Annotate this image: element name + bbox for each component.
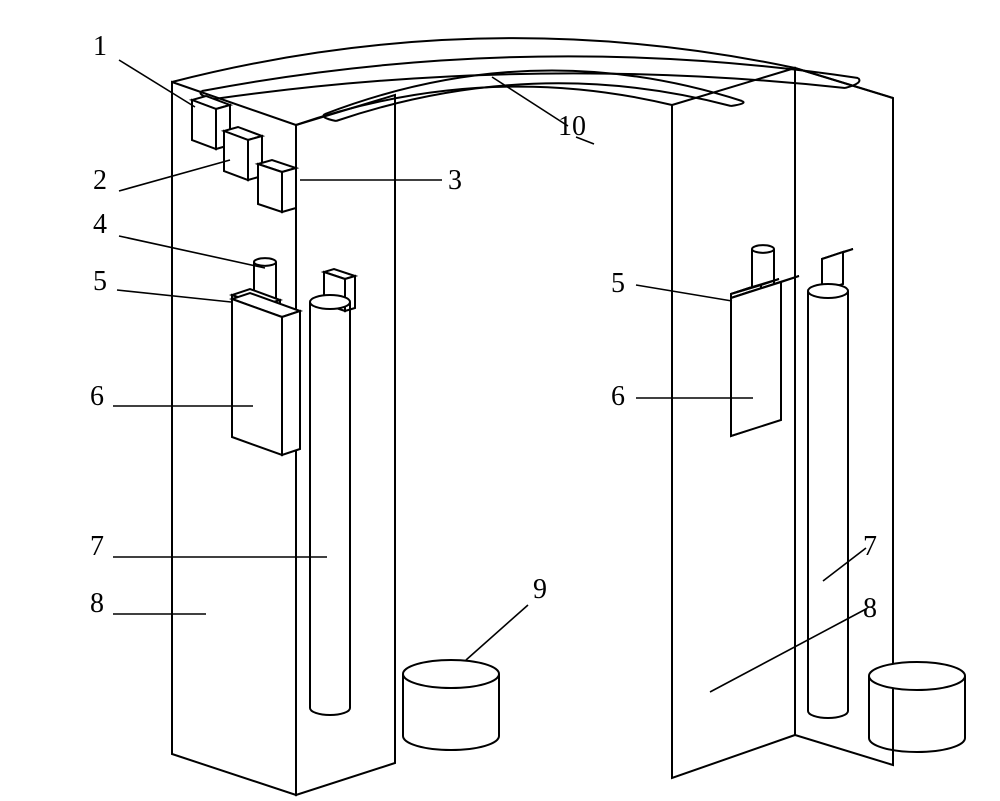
callout-label: 6 (611, 381, 625, 412)
callout-label: 9 (533, 574, 547, 605)
callout-label: 1 (93, 31, 107, 62)
callout-label: 2 (93, 165, 107, 196)
right-pillar (672, 68, 893, 778)
callout-label: 4 (93, 209, 107, 240)
callout-label: 7 (90, 531, 104, 562)
diagram-canvas: 1 2 4 5 6 7 8 3 10 9 5 6 7 8 (0, 0, 1000, 801)
callout-label: 8 (863, 593, 877, 624)
callout-label: 5 (611, 268, 625, 299)
callout-label: 10 (558, 111, 586, 142)
callout-label: 3 (448, 165, 462, 196)
callout-label: 5 (93, 266, 107, 297)
callout-label: 6 (90, 381, 104, 412)
callout-label: 7 (863, 531, 877, 562)
callout-label: 8 (90, 588, 104, 619)
